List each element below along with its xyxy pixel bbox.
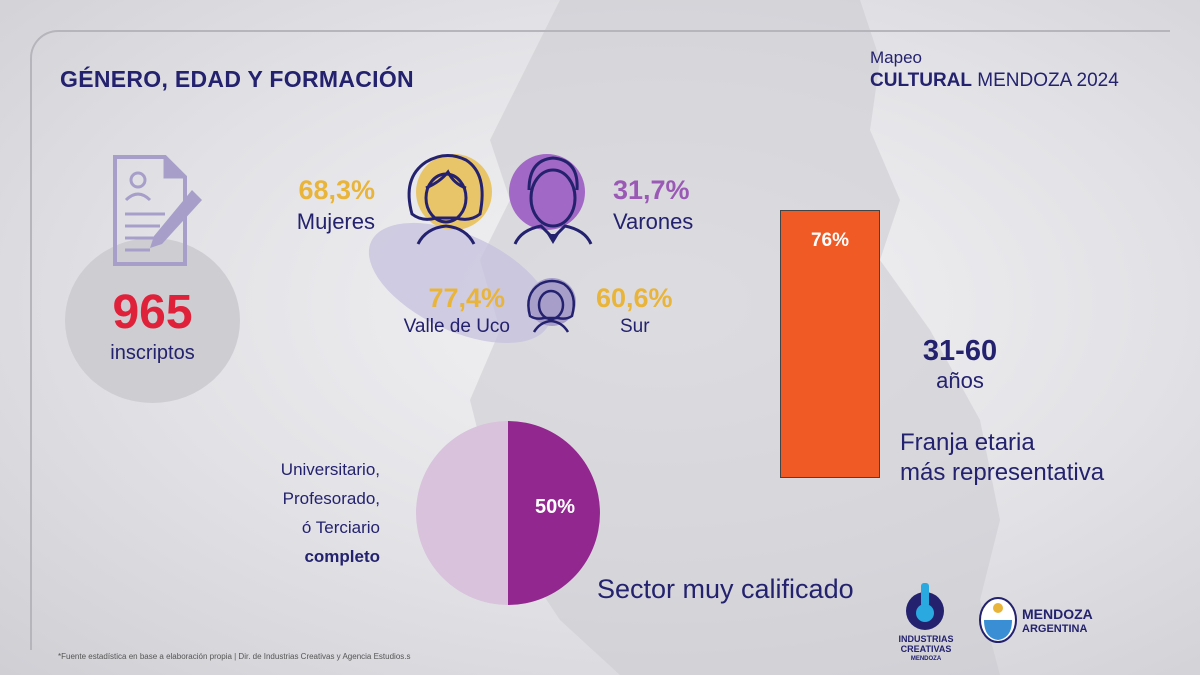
education-line4: completo xyxy=(304,547,380,566)
brand-line2: CULTURAL MENDOZA 2024 xyxy=(870,70,1119,92)
page-frame xyxy=(30,30,1170,650)
brand-logo: Mapeo CULTURAL MENDOZA 2024 xyxy=(870,48,1119,92)
education-label: Universitario, Profesorado, ó Terciario … xyxy=(230,455,380,571)
age-description: Franja etaria más representativa xyxy=(900,428,1104,488)
mendoza-logo-text: MENDOZA ARGENTINA xyxy=(1022,606,1093,636)
region-ellipse xyxy=(368,222,552,344)
age-range: 31-60 xyxy=(922,335,998,367)
footnote: *Fuente estadística en base a elaboració… xyxy=(58,652,411,661)
mendoza-shield-icon xyxy=(979,597,1017,643)
registrations-count: 965 xyxy=(112,286,193,339)
women-percent: 68,3% xyxy=(298,175,375,205)
sector-label: Sector muy calificado xyxy=(597,574,854,604)
men-percent: 31,7% xyxy=(613,175,690,205)
age-unit: años xyxy=(936,368,984,393)
woman-icon xyxy=(407,154,492,245)
education-line3: ó Terciario xyxy=(301,518,380,537)
brand-bold: CULTURAL xyxy=(870,70,973,91)
region-sur-percent: 60,6% xyxy=(596,283,673,313)
education-line2: Profesorado, xyxy=(282,489,380,508)
document-pencil-icon xyxy=(113,155,202,266)
age-desc-line1: Franja etaria xyxy=(900,429,1035,456)
region-valle-percent: 77,4% xyxy=(428,283,505,313)
men-label: Varones xyxy=(613,209,694,234)
pie-slice xyxy=(508,421,600,605)
region-sur-label: Sur xyxy=(620,316,650,337)
education-line1: Universitario, xyxy=(280,460,380,479)
page-title: GÉNERO, EDAD Y FORMACIÓN xyxy=(60,66,414,92)
education-pie xyxy=(416,421,600,605)
industrias-creativas-logo-icon xyxy=(906,583,944,630)
man-icon xyxy=(509,154,593,245)
age-bar xyxy=(780,210,880,478)
brand-rest: MENDOZA 2024 xyxy=(977,70,1119,91)
women-label: Mujeres xyxy=(296,209,375,234)
registrations-label: inscriptos xyxy=(110,342,195,364)
age-desc-line2: más representativa xyxy=(900,459,1105,486)
age-bar-value: 76% xyxy=(810,230,850,251)
industrias-logo-text: INDUSTRIAS CREATIVAS MENDOZA xyxy=(898,634,954,662)
woman-small-icon xyxy=(527,278,576,333)
region-valle-label: Valle de Uco xyxy=(403,316,510,337)
education-percent: 50% xyxy=(534,496,576,518)
brand-line1: Mapeo xyxy=(870,48,922,67)
